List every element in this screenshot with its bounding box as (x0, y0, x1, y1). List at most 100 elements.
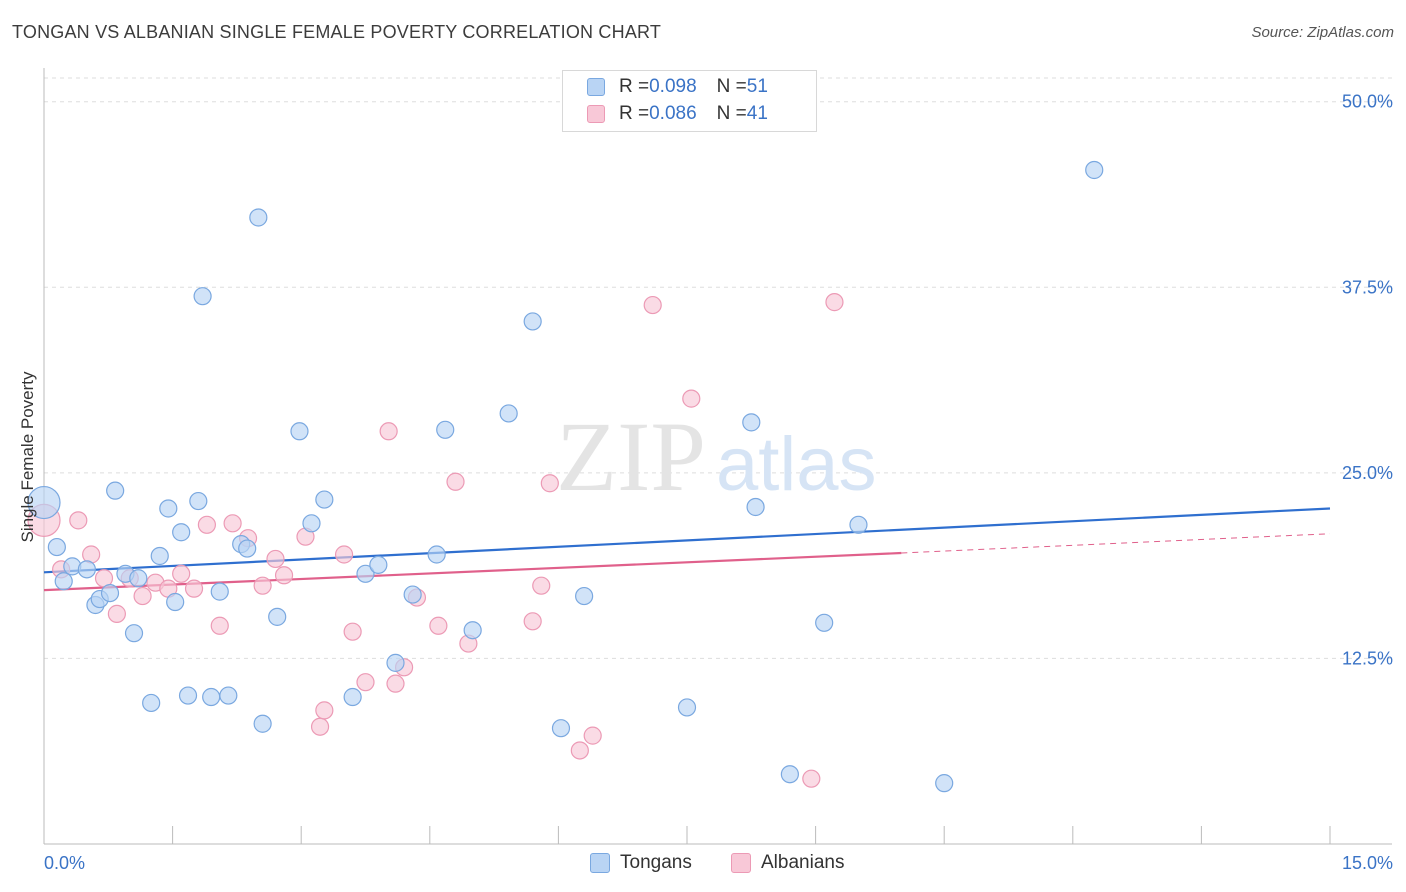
legend-item-tongans: Tongans (590, 852, 692, 874)
zipatlas-watermark: ZIP atlas (556, 401, 877, 512)
tongan-point (746, 497, 765, 517)
tongan-point (202, 687, 221, 707)
gridlines (44, 77, 1392, 659)
albanian-point (223, 514, 242, 533)
tongan-point (386, 653, 405, 672)
albanian-point (356, 673, 375, 692)
tongan-point (253, 714, 272, 733)
trendline-tongans (43, 507, 1331, 574)
albanian-point (210, 616, 229, 635)
y-tick-labels: 12.5% 25.0% 37.5% 50.0% (1342, 92, 1393, 669)
tongan-point (129, 569, 148, 588)
y-tick-label: 37.5% (1342, 277, 1393, 297)
tongan-point (575, 586, 594, 606)
albanian-point (197, 515, 216, 534)
y-tick-label: 12.5% (1342, 648, 1393, 668)
tongan-point (849, 515, 868, 534)
x-tick-label: 15.0% (1342, 853, 1393, 873)
y-axis-label: Single Female Poverty (18, 371, 37, 543)
tongans-legend-swatch (590, 853, 610, 873)
trendline-albanians-extension (901, 533, 1331, 554)
tongan-point (315, 490, 334, 509)
albanian-point (266, 549, 285, 569)
albanian-point (643, 295, 662, 315)
tongan-point (219, 686, 238, 705)
legend-row-tongans: R = 0.098 N = 51 (587, 76, 768, 98)
watermark-zip: ZIP (556, 401, 706, 512)
tongan-point (142, 693, 161, 713)
watermark-atlas: atlas (716, 422, 877, 507)
tongan-point (815, 613, 834, 632)
r-label: R = (619, 76, 650, 97)
tongan-point (172, 523, 191, 542)
albanian-point (274, 566, 294, 585)
albanian-point (107, 604, 126, 623)
data-points (27, 160, 1104, 793)
n-value: 51 (746, 76, 768, 97)
albanian-point (825, 293, 844, 312)
legend-row-albanians: R = 0.086 N = 41 (587, 103, 768, 125)
albanian-point (310, 717, 330, 736)
albanians-legend-swatch (731, 853, 751, 873)
tongan-point (63, 557, 82, 576)
tongan-point (210, 582, 229, 601)
albanian-point (429, 616, 448, 635)
albanian-point (253, 576, 272, 595)
albanian-point (446, 472, 465, 491)
y-tick-label: 50.0% (1342, 92, 1393, 112)
albanian-point (315, 701, 334, 720)
tongans-legend-label: Tongans (620, 852, 692, 873)
n-label: N = (716, 103, 747, 124)
albanian-point (343, 622, 362, 641)
tongan-point (343, 687, 362, 707)
tongan-point (551, 719, 571, 738)
tongan-point (238, 539, 257, 558)
tongan-point (290, 422, 309, 441)
tongan-point (124, 624, 144, 643)
tongan-point (1085, 160, 1104, 180)
tongan-point (523, 312, 542, 331)
albanian-point (184, 579, 204, 598)
n-value: 41 (746, 103, 768, 124)
albanians-swatch (587, 105, 605, 123)
tongan-point (742, 413, 761, 432)
tongan-point (302, 514, 321, 533)
albanian-point (583, 726, 602, 745)
tongan-point (166, 592, 185, 612)
tongan-point (47, 537, 66, 557)
tongan-point (189, 491, 208, 511)
tongan-point (150, 546, 169, 566)
albanian-point (540, 474, 559, 493)
albanian-point (334, 545, 354, 564)
albanian-point (172, 564, 191, 583)
tongan-point (159, 499, 178, 518)
y-tick-label: 25.0% (1342, 463, 1393, 483)
x-tick-label: 0.0% (44, 853, 85, 873)
source-label: Source: ZipAtlas.com (1251, 24, 1394, 41)
tongan-point (427, 545, 446, 564)
r-value: 0.086 (649, 103, 697, 124)
chart-title: TONGAN VS ALBANIAN SINGLE FEMALE POVERTY… (12, 22, 662, 42)
tongan-point (369, 555, 388, 574)
albanian-point (379, 422, 398, 441)
tongans-swatch (587, 78, 605, 96)
tongan-point (27, 485, 61, 520)
r-value: 0.098 (649, 76, 697, 97)
tongan-point (499, 404, 518, 423)
tongan-point (249, 208, 268, 227)
tongan-point (403, 585, 422, 604)
r-label: R = (619, 103, 650, 124)
tongan-point (677, 698, 697, 717)
tongan-point (463, 621, 482, 640)
legend-item-albanians: Albanians (731, 852, 844, 874)
tongan-point (935, 774, 954, 793)
tongan-point (193, 287, 212, 306)
tongan-point (100, 583, 120, 603)
albanians-legend-label: Albanians (761, 852, 845, 873)
tongan-point (780, 765, 799, 784)
tongan-point (178, 686, 198, 705)
stats-legend: R = 0.098 N = 51 R = 0.086 N = 41 (562, 70, 817, 132)
albanian-point (682, 389, 701, 408)
albanian-point (802, 769, 821, 788)
